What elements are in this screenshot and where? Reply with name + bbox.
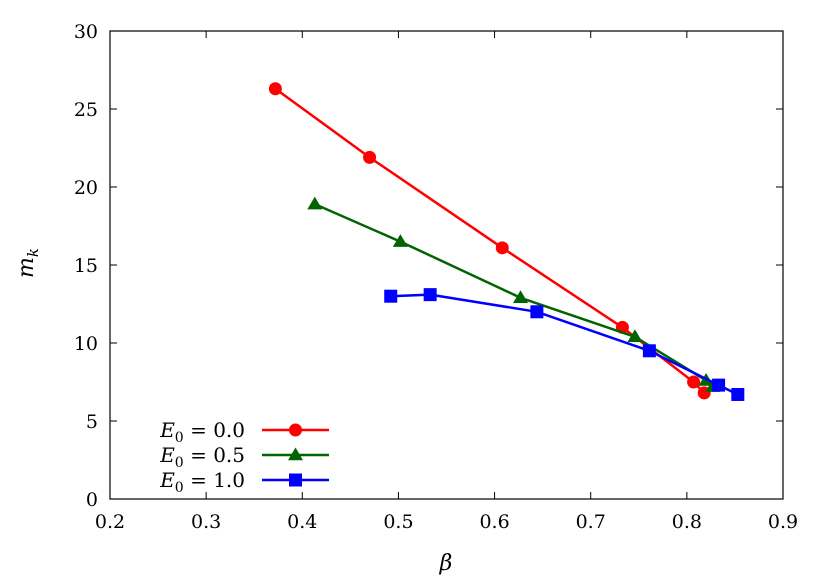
x-tick-label: 0.8 [672,511,702,533]
data-point-2-4 [712,378,726,392]
data-point-2-0 [384,289,398,303]
legend-label-sub: 0 [175,480,184,496]
x-axis-title: β [439,551,453,576]
x-tick-label: 0.3 [191,511,221,533]
legend-marker-1 [288,447,303,461]
data-point-2-5 [731,387,745,401]
y-tick-label: 0 [86,489,98,511]
legend-label-value: = 0.5 [184,443,245,467]
legend-marker-0 [289,423,302,437]
x-tick-label: 0.4 [287,511,317,533]
legend-entry-0: E0 = 0.0 [159,418,329,446]
legend: E0 = 0.0E0 = 0.5E0 = 1.0 [159,418,329,496]
y-tick-label: 10 [74,333,98,355]
data-point-0-0 [268,82,282,96]
y-tick-label: 30 [74,21,98,43]
axes: 0.2 0.3 0.4 0.5 0.6 0.7 0.8 0.9 0 5 10 15 20 25 30 [74,21,798,533]
y-tick-label: 5 [86,411,98,433]
legend-label-value: = 0.0 [184,418,245,442]
series-layer [268,82,745,401]
data-point-2-1 [423,288,437,302]
series-line-2 [390,293,739,396]
legend-entry-2: E0 = 1.0 [159,468,329,496]
x-tick-label: 0.7 [576,511,606,533]
legend-label-sub: 0 [175,430,184,446]
legend-entry-1: E0 = 0.5 [159,443,329,471]
data-point-1-3 [627,329,643,343]
data-point-0-1 [363,150,377,164]
legend-label-1: E0 = 0.5 [159,443,245,471]
y-axis-title-sub: k [24,248,42,257]
data-point-1-1 [392,234,408,247]
series-0 [268,82,711,400]
legend-label-var: E [159,418,175,442]
series-2 [384,288,745,401]
legend-marker-2 [289,473,302,487]
series-line-1 [314,203,714,388]
legend-label-0: E0 = 0.0 [159,418,245,446]
x-tick-label: 0.9 [768,511,798,533]
y-tick-label: 25 [74,99,98,121]
data-point-1-0 [307,196,323,210]
legend-label-var: E [159,468,175,492]
legend-label-sub: 0 [175,455,184,471]
series-1 [307,196,721,392]
legend-label-var: E [159,443,175,467]
x-tick-label: 0.2 [95,511,125,533]
data-point-0-4 [687,375,701,389]
data-point-2-3 [642,344,656,358]
data-point-2-2 [530,305,544,319]
legend-label-2: E0 = 1.0 [159,468,245,496]
x-tick-label: 0.5 [383,511,413,533]
y-tick-label: 20 [74,177,98,199]
data-point-0-2 [495,241,509,255]
legend-label-value: = 1.0 [184,468,245,492]
data-point-1-2 [513,290,529,304]
y-tick-label: 15 [74,255,98,277]
x-tick-label: 0.6 [479,511,509,533]
y-axis-title-var: m [14,257,39,278]
y-axis-title: mk [14,248,42,278]
